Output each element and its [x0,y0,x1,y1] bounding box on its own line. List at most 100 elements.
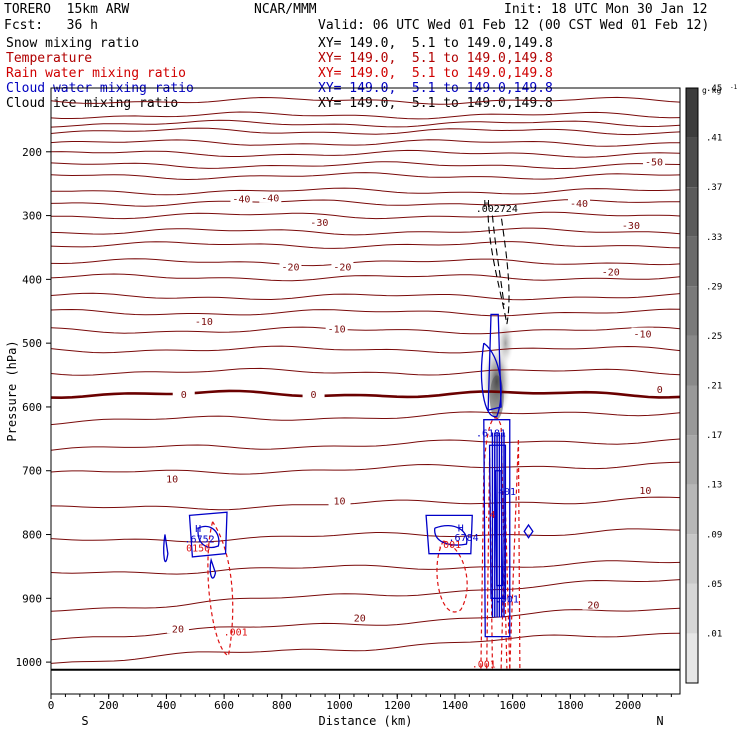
legend-rain-xy: XY= 149.0, 5.1 to 149.0,149.8 [318,66,553,81]
colorbar-level-label: .17 [706,431,722,441]
temperature-contour [50,149,681,158]
colorbar-segment [686,335,698,386]
init-time: Init: 18 UTC Mon 30 Jan 12 [504,2,708,17]
x-axis-label: Distance (km) [319,714,413,728]
temperature-contour [50,528,681,543]
temperature-contour [50,326,681,335]
y-tick-label: 500 [22,337,42,350]
x-tick-label: 600 [214,699,234,712]
temperature-label: -30 [310,218,328,229]
colorbar: .01 .05 .09 .13 .17 .21 .25 .29 .33 .37 .41 .45g kg… [685,84,738,684]
colorbar-segment [686,137,698,188]
temperature-contour [50,127,681,136]
temperature-label-bg [325,322,348,334]
plot-border [50,87,681,695]
temperature-label: -40 [261,194,279,205]
temperature-label-bg [348,611,371,623]
colorbar-segment [686,484,698,535]
maximum-label: 0150 [186,543,210,554]
contour-labels: -50-40 -40 -40-30 -30-20 -20 -20-10-10 -100 0 01… [161,155,671,670]
colorbar-level-label: .41 [706,134,722,144]
temperature-contour [50,461,681,475]
cloud-water-contour [488,444,507,599]
y-tick-label: 600 [22,401,42,414]
y-tick-label: 200 [22,146,42,159]
temperature-contour [50,96,681,105]
temperature-label: -30 [622,221,640,232]
temperature-label: 0 [657,385,663,396]
colorbar-segment [686,236,698,287]
colorbar-level-label: .37 [706,183,722,193]
temperature-contour [50,496,681,511]
colorbar-level-label: .33 [706,233,722,243]
cloud-water-contour [425,514,473,555]
legend-temperature-label: Temperature [6,51,93,66]
temperature-contour [50,292,681,301]
temperature-contour [50,438,681,451]
colorbar-level-label: .21 [706,382,722,392]
temperature-label-bg [328,494,351,506]
temperature-contour [50,607,681,641]
freezing-level-contour [50,389,681,400]
temperature-contour [50,187,681,196]
temperature-contour [50,367,681,376]
colorbar-segment [686,583,698,634]
colorbar-segment [686,286,698,336]
maximum-label: .001 [437,540,461,551]
temperature-contour [50,308,681,317]
cloud-ice-contours [487,215,510,325]
colorbar-level-label: .01 [706,629,722,639]
temperature-label: -40 [232,194,250,205]
temperature-label: -10 [195,317,213,328]
colorbar-level-label: .13 [706,481,722,491]
temperature-label-bg [308,215,331,227]
maximum-label: .001 [472,659,496,670]
temperature-contour [50,211,681,220]
temperature-contour [50,161,681,170]
temperature-contour [50,411,681,426]
temperature-label: -40 [570,199,588,210]
temperature-label-bg [161,472,184,484]
colorbar-segment [686,633,698,683]
x-tick-label: 1200 [384,699,411,712]
temperature-label: -20 [602,268,620,279]
maximum-label: .001 [224,627,248,638]
temperature-label-bg [331,260,354,272]
plot-frame [50,87,681,695]
colorbar-segment [686,534,698,584]
temperature-label: -10 [633,330,651,341]
x-tick-label: 1800 [557,699,584,712]
rain-contour [480,417,508,669]
temperature-label-bg [192,314,215,326]
x-tick-label: 800 [272,699,292,712]
temperature-label-bg [259,191,282,203]
colorbar-segment [686,187,698,237]
colorbar-segment [686,435,698,485]
cloud-ice-contour [491,215,505,305]
temperature-label-bg [302,388,325,400]
x-tick-label: 0 [48,699,55,712]
rain-contour [436,540,468,613]
y-tick-label: 300 [22,210,42,223]
cloud-water-contour [523,523,534,539]
temperature-contour [50,172,681,181]
maximum-label: H [195,524,201,535]
maximum-label: .001 [495,594,519,605]
temperature-label: 0 [311,390,317,401]
colorbar-level-label: .29 [706,282,722,292]
x-tick-label: 400 [156,699,176,712]
temperature-label-bg [643,155,666,167]
legend-ice-xy: XY= 149.0, 5.1 to 149.0,149.8 [318,96,553,111]
temperature-label-bg [582,598,605,610]
temperature-contour [50,111,681,120]
colorbar-segment [686,385,698,436]
temperature-label: 20 [354,613,366,624]
temperature-contour [50,579,681,612]
x-tick-label: 200 [99,699,119,712]
cloud-water-contour [163,534,169,563]
cloud-water-contour [487,313,502,411]
temperature-label: 20 [587,601,599,612]
colorbar-level-label: .25 [706,332,722,342]
maximum-label: .6752 [185,534,215,545]
